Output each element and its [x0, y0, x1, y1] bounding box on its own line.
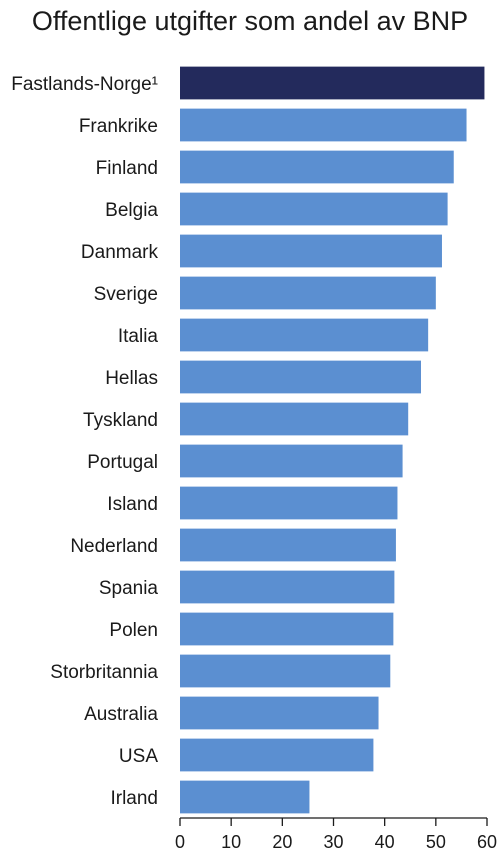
- category-label-13: Polen: [109, 620, 158, 641]
- x-tick-label-4: 40: [375, 832, 395, 852]
- category-label-6: Italia: [118, 326, 159, 347]
- bar-17: [180, 780, 310, 814]
- bar-2: [180, 150, 454, 184]
- category-label-4: Danmark: [81, 242, 159, 263]
- bar-0: [180, 66, 485, 100]
- category-label-9: Portugal: [87, 452, 158, 473]
- x-tick-label-3: 30: [323, 832, 343, 852]
- bar-12: [180, 570, 395, 604]
- chart-title: Offentlige utgifter som andel av BNP: [31, 6, 469, 36]
- category-label-11: Nederland: [70, 536, 158, 557]
- category-label-3: Belgia: [105, 200, 158, 221]
- category-label-12: Spania: [99, 578, 159, 599]
- bar-9: [180, 444, 403, 478]
- x-tick-label-0: 0: [175, 832, 185, 852]
- category-label-10: Island: [107, 494, 158, 515]
- bar-8: [180, 402, 409, 436]
- category-label-5: Sverige: [94, 284, 158, 305]
- x-tick-label-5: 50: [426, 832, 446, 852]
- category-label-16: USA: [119, 746, 158, 767]
- category-label-0: Fastlands-Norge¹: [11, 74, 158, 95]
- category-label-17: Irland: [110, 788, 158, 809]
- category-label-2: Finland: [96, 158, 158, 179]
- bar-16: [180, 738, 374, 772]
- category-label-7: Hellas: [105, 368, 158, 389]
- x-tick-label-1: 10: [221, 832, 241, 852]
- bar-13: [180, 612, 394, 646]
- bar-11: [180, 528, 396, 562]
- bar-15: [180, 696, 379, 730]
- bar-6: [180, 318, 429, 352]
- bar-5: [180, 276, 436, 310]
- bar-14: [180, 654, 391, 688]
- category-label-8: Tyskland: [83, 410, 158, 431]
- category-label-1: Frankrike: [79, 116, 158, 137]
- x-tick-label-2: 20: [272, 832, 292, 852]
- bar-4: [180, 234, 442, 268]
- category-label-14: Storbritannia: [50, 662, 158, 683]
- x-tick-label-6: 60: [477, 832, 497, 852]
- category-label-15: Australia: [84, 704, 158, 725]
- bar-1: [180, 108, 467, 142]
- bar-3: [180, 192, 448, 226]
- bar-10: [180, 486, 398, 520]
- bar-7: [180, 360, 421, 394]
